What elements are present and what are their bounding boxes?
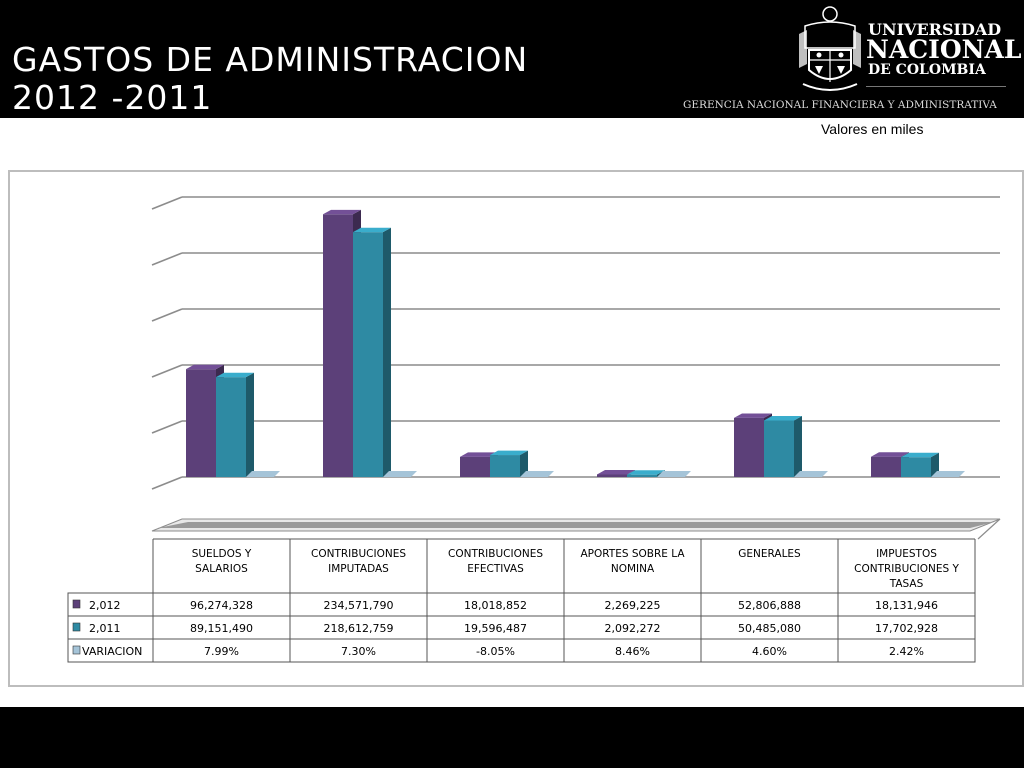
- category-label: SALARIOS: [195, 563, 248, 575]
- data-label: 2.42%: [889, 645, 924, 658]
- gridline-side: [151, 364, 183, 378]
- bar-2011-side: [794, 416, 802, 477]
- legend-label: 2,012: [89, 599, 121, 612]
- legend-key: [72, 645, 81, 655]
- category-label: GENERALES: [738, 548, 801, 560]
- university-name-line1: UNIVERSIDAD: [868, 20, 1002, 39]
- data-label: 50,485,080: [738, 622, 801, 635]
- bar-2012-front: [871, 456, 901, 477]
- bar-variacion: [520, 471, 554, 477]
- bar-2012-front: [734, 417, 764, 477]
- bar-2011-top: [627, 470, 665, 475]
- bar-2011-side: [520, 450, 528, 477]
- bar-2011-front: [216, 377, 246, 477]
- page-title: GASTOS DE ADMINISTRACION: [12, 40, 529, 79]
- bar-2012-top: [186, 364, 224, 370]
- bar-2012-top: [460, 452, 498, 457]
- bar-2012-top: [734, 413, 772, 418]
- legend-key: [72, 599, 81, 609]
- bar-2011: [216, 372, 254, 477]
- category-label: APORTES SOBRE LA: [580, 548, 685, 560]
- bar-2011-top: [353, 227, 391, 233]
- data-label: 18,018,852: [464, 599, 527, 612]
- bar-2011-front: [627, 474, 657, 477]
- legend-label: VARIACION: [82, 645, 142, 658]
- category-label: EFECTIVAS: [467, 563, 524, 575]
- header-bar: GASTOS DE ADMINISTRACION 2012 -2011 UNIV…: [0, 0, 1024, 118]
- bar-2011-side: [931, 452, 939, 477]
- data-label: 218,612,759: [324, 622, 394, 635]
- bar-variacion: [246, 471, 280, 477]
- data-label: 19,596,487: [464, 622, 527, 635]
- data-label: 2,092,272: [605, 622, 661, 635]
- bar-variacion: [657, 471, 691, 477]
- gridline-side: [151, 420, 183, 434]
- divider: [866, 86, 1006, 87]
- data-label: -8.05%: [476, 645, 515, 658]
- bar-2012-front: [597, 474, 627, 477]
- category-label: NOMINA: [611, 563, 655, 575]
- chart-frame: SUELDOS Y SALARIOS CONTRIBUCIONES IMPUTADAS…: [8, 170, 1024, 687]
- gridline-side: [151, 196, 183, 210]
- data-label: 7.99%: [204, 645, 239, 658]
- bar-2012-front: [323, 214, 353, 477]
- category-label: CONTRIBUCIONES Y: [854, 563, 959, 575]
- bar-2011: [490, 450, 528, 477]
- bar-2011-front: [353, 232, 383, 477]
- data-label: 4.60%: [752, 645, 787, 658]
- department-subtitle: GERENCIA NACIONAL FINANCIERA Y ADMINISTR…: [683, 99, 997, 111]
- university-shield-logo-icon: [799, 6, 861, 91]
- bar-2011-front: [764, 420, 794, 477]
- gridline-side: [151, 476, 183, 490]
- bar-2011: [353, 227, 391, 477]
- data-label: 7.30%: [341, 645, 376, 658]
- data-label: 17,702,928: [875, 622, 938, 635]
- category-label: SUELDOS Y: [192, 548, 252, 560]
- data-label: 2,269,225: [605, 599, 661, 612]
- data-label: 8.46%: [615, 645, 650, 658]
- bar-2011-side: [383, 227, 391, 477]
- bar-2011: [764, 416, 802, 477]
- gridline-side: [151, 308, 183, 322]
- bar-2012-top: [871, 452, 909, 457]
- units-note: Valores en miles: [821, 121, 924, 137]
- bar-2011-top: [216, 372, 254, 378]
- category-label: IMPUESTOS: [876, 548, 937, 560]
- university-name-line3: DE COLOMBIA: [868, 62, 986, 78]
- chart-floor-shadow: [158, 522, 994, 528]
- floor-edge: [977, 518, 1001, 540]
- bar-variacion: [794, 471, 828, 477]
- bar-2012-front: [186, 369, 216, 477]
- bar-2012-top: [597, 470, 635, 475]
- category-label: CONTRIBUCIONES: [448, 548, 543, 560]
- data-label: 89,151,490: [190, 622, 253, 635]
- legend-key: [72, 622, 81, 632]
- bar-2011-side: [246, 372, 254, 477]
- data-label: 96,274,328: [190, 599, 253, 612]
- bar-2011: [901, 452, 939, 477]
- category-label: IMPUTADAS: [328, 563, 389, 575]
- category-label: CONTRIBUCIONES: [311, 548, 406, 560]
- page-subtitle-years: 2012 -2011: [12, 78, 213, 117]
- data-label: 52,806,888: [738, 599, 801, 612]
- bar-2011-front: [901, 457, 931, 477]
- gridline-side: [151, 252, 183, 266]
- data-label: 18,131,946: [875, 599, 938, 612]
- bar-2011-front: [490, 455, 520, 477]
- bar-chart: SUELDOS Y SALARIOS CONTRIBUCIONES IMPUTADAS…: [67, 196, 1001, 663]
- data-label: 234,571,790: [324, 599, 394, 612]
- bar-2012-front: [460, 456, 490, 477]
- legend-label: 2,011: [89, 622, 121, 635]
- bar-2011-top: [901, 452, 939, 458]
- bar-variacion: [383, 471, 417, 477]
- bar-2011-top: [490, 450, 528, 456]
- footer-bar: [0, 707, 1024, 768]
- bar-variacion: [931, 471, 965, 477]
- category-label: TASAS: [889, 578, 924, 590]
- university-name-line2: NACIONAL: [866, 35, 1022, 64]
- bar-2012-top: [323, 209, 361, 215]
- bar-2011-top: [764, 416, 802, 421]
